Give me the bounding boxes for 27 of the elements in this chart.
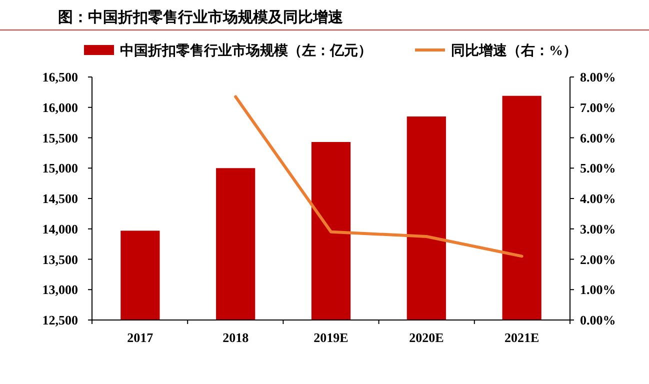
y2-tick-label: 5.00% — [580, 160, 616, 176]
y2-tick-label: 4.00% — [580, 191, 616, 206]
chart-title: 图：中国折扣零售行业市场规模及同比增速 — [58, 8, 344, 26]
y2-tick-label: 6.00% — [580, 130, 616, 146]
legend-label: 同比增速（右：%） — [451, 42, 577, 59]
y2-tick-label: 0.00% — [580, 312, 616, 328]
line-series — [234, 95, 524, 258]
y-tick-label: 16,000 — [42, 100, 78, 115]
y-tick-label: 13,000 — [42, 282, 78, 298]
y2-tick-label: 3.00% — [580, 221, 616, 236]
y2-tick-label: 8.00% — [580, 70, 616, 85]
y-tick-label: 16,500 — [42, 70, 78, 85]
y-tick-label: 14,000 — [42, 221, 78, 236]
x-tick-label: 2020E — [409, 330, 444, 345]
y-tick-label: 13,500 — [42, 252, 78, 267]
y-tick-label: 15,500 — [42, 130, 78, 146]
y-tick-label: 15,000 — [42, 160, 78, 176]
x-tick-label: 2019E — [314, 330, 348, 345]
x-tick-label: 2017 — [127, 330, 154, 345]
y-tick-label: 14,500 — [42, 191, 78, 206]
x-tick-label: 2018 — [222, 330, 250, 345]
y-tick-label: 12,500 — [42, 312, 78, 328]
y2-tick-label: 2.00% — [580, 252, 616, 267]
y2-tick-label: 7.00% — [580, 100, 616, 115]
x-tick-label: 2021E — [504, 330, 540, 345]
y2-tick-label: 1.00% — [580, 282, 616, 298]
legend-label: 中国折扣零售行业市场规模（左：亿元） — [120, 42, 372, 59]
